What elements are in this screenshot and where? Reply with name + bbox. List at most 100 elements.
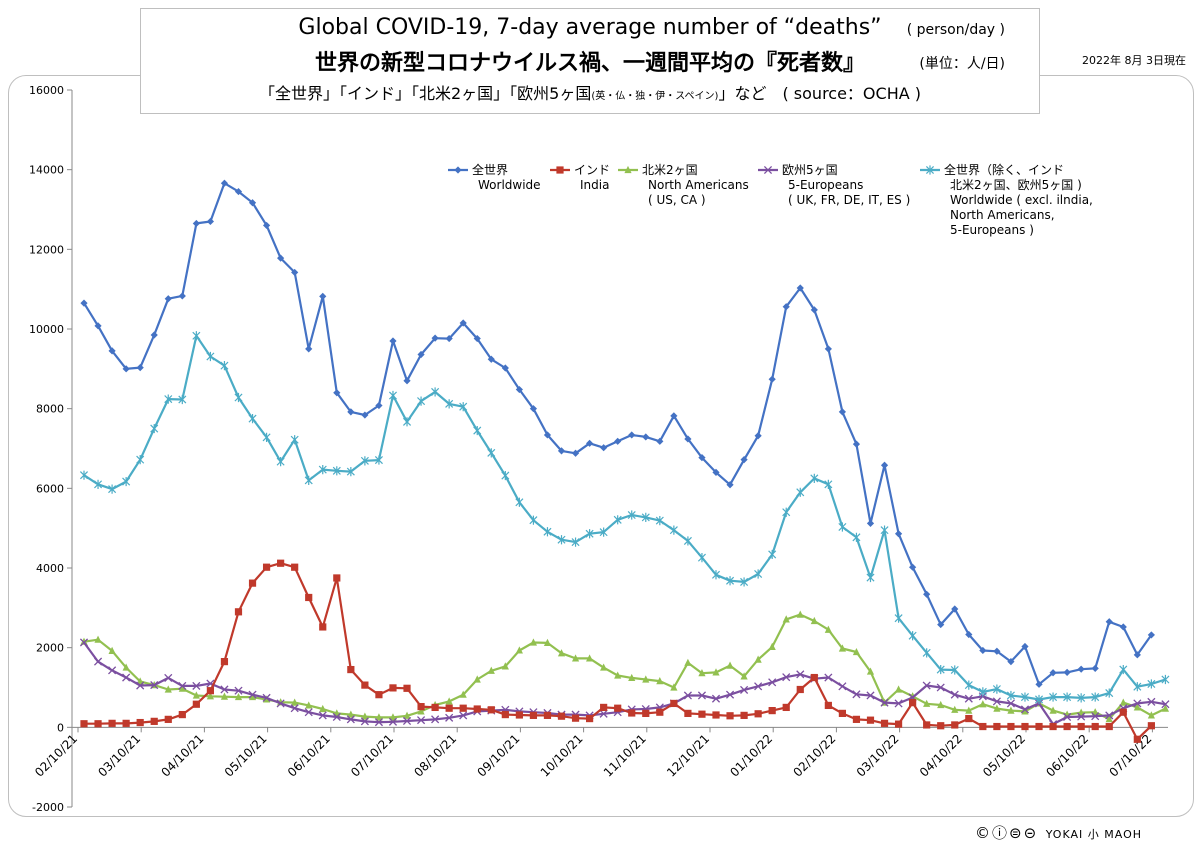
data-point-north-americans <box>586 654 594 662</box>
data-point-worldwide <box>1077 665 1085 673</box>
data-point-worldwide-excl <box>599 527 608 537</box>
y-tick-label: 8000 <box>36 403 64 416</box>
data-point-europeans <box>1091 712 1100 721</box>
data-point-worldwide-excl <box>543 527 552 537</box>
data-point-europeans <box>711 694 721 703</box>
data-point-worldwide-excl <box>136 455 145 465</box>
data-point-worldwide-excl <box>1020 692 1030 702</box>
title-english-text: Global COVID-19, 7-day average number of… <box>298 15 882 40</box>
data-point-worldwide-excl <box>782 507 791 517</box>
data-point-europeans <box>79 638 89 647</box>
data-point-europeans <box>234 686 243 695</box>
data-point-worldwide-excl <box>108 484 117 494</box>
data-point-india <box>473 705 481 713</box>
data-point-europeans <box>1006 699 1015 708</box>
data-point-north-americans <box>122 663 130 671</box>
data-point-worldwide <box>347 408 355 416</box>
data-point-north-americans <box>487 666 495 674</box>
data-point-north-americans <box>473 675 481 683</box>
data-point-europeans <box>262 693 271 702</box>
data-point-india <box>459 704 467 712</box>
y-tick-label: 14000 <box>29 164 64 177</box>
data-point-north-americans <box>782 615 790 623</box>
data-point-north-americans <box>656 677 664 685</box>
data-point-worldwide <box>866 519 875 527</box>
data-point-worldwide <box>600 444 608 452</box>
data-point-india <box>628 709 636 717</box>
data-point-worldwide-excl <box>1006 690 1015 701</box>
y-tick-label: 12000 <box>29 243 64 256</box>
data-point-worldwide <box>487 355 495 363</box>
data-point-worldwide <box>768 375 776 383</box>
data-point-europeans <box>796 670 805 679</box>
data-point-europeans <box>880 698 889 707</box>
data-point-worldwide <box>712 468 720 476</box>
data-point-worldwide <box>670 412 678 420</box>
subtitle-text: 「全世界」「インド」「北米2ヶ国」「欧州5ヶ国 <box>258 84 592 103</box>
data-point-europeans <box>122 673 131 682</box>
data-point-north-americans <box>571 654 580 662</box>
data-point-worldwide-excl <box>627 510 636 520</box>
x-tick-label: 03/10/22 <box>854 732 902 780</box>
data-point-worldwide <box>824 345 832 353</box>
data-point-worldwide <box>80 299 88 307</box>
data-point-india <box>136 718 144 727</box>
data-point-india <box>1007 722 1015 731</box>
data-point-north-americans <box>684 658 692 666</box>
data-point-north-americans <box>248 692 257 701</box>
data-point-india <box>529 711 538 719</box>
data-point-europeans <box>360 717 369 726</box>
data-point-worldwide <box>838 408 846 416</box>
data-point-worldwide-excl <box>1091 692 1100 702</box>
data-point-europeans <box>782 673 791 682</box>
data-point-worldwide-excl <box>613 515 622 525</box>
data-point-north-americans <box>375 713 383 721</box>
data-point-worldwide-excl <box>290 435 299 445</box>
data-point-europeans <box>992 697 1001 706</box>
data-point-north-americans <box>319 704 327 713</box>
x-tick-label: 05/10/21 <box>222 732 270 780</box>
data-point-india <box>923 721 931 729</box>
data-point-europeans <box>725 690 735 699</box>
data-point-north-americans <box>600 663 608 671</box>
data-point-europeans <box>459 711 468 720</box>
legend-label-worldwide-excl: North Americans, <box>950 208 1055 222</box>
data-point-north-americans <box>557 649 566 657</box>
legend-marker-india <box>556 166 564 174</box>
data-point-north-americans <box>543 638 552 646</box>
data-point-india <box>122 719 130 727</box>
data-point-worldwide <box>614 437 622 445</box>
data-point-worldwide <box>389 337 397 345</box>
data-point-worldwide <box>108 347 116 355</box>
data-point-india <box>866 716 875 724</box>
data-point-india <box>515 711 523 719</box>
data-point-india <box>600 703 608 712</box>
data-point-worldwide-excl <box>346 467 355 477</box>
data-point-worldwide-excl <box>852 532 861 542</box>
data-point-europeans <box>276 699 285 708</box>
data-point-worldwide-excl <box>740 577 749 587</box>
x-tick-label: 07/10/21 <box>348 732 396 780</box>
data-point-worldwide <box>206 217 214 226</box>
data-point-india <box>965 714 973 723</box>
subtitle-small: (英・仏・独・伊・スペイン) <box>591 91 719 102</box>
data-point-worldwide-excl <box>445 399 454 409</box>
data-point-worldwide-excl <box>529 515 538 525</box>
data-point-india <box>1147 722 1155 730</box>
data-point-europeans <box>922 681 931 690</box>
data-point-north-americans <box>220 692 229 700</box>
data-point-north-americans <box>108 646 116 654</box>
data-point-worldwide <box>220 179 229 187</box>
data-point-worldwide <box>1133 651 1141 659</box>
data-point-worldwide <box>1119 623 1127 631</box>
data-point-europeans <box>683 691 692 700</box>
data-point-india <box>852 715 861 723</box>
data-point-worldwide <box>94 322 102 330</box>
data-point-north-americans <box>979 700 987 708</box>
data-point-worldwide-excl <box>1049 692 1058 702</box>
data-point-europeans <box>304 708 313 717</box>
data-point-worldwide-excl <box>936 664 945 675</box>
data-point-north-americans <box>726 661 734 669</box>
data-point-worldwide <box>543 431 552 439</box>
